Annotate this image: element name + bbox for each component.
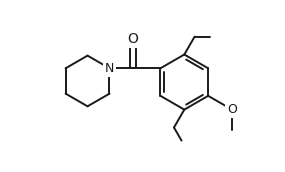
Text: N: N	[105, 62, 114, 75]
Text: O: O	[227, 103, 237, 116]
Text: O: O	[127, 32, 138, 46]
